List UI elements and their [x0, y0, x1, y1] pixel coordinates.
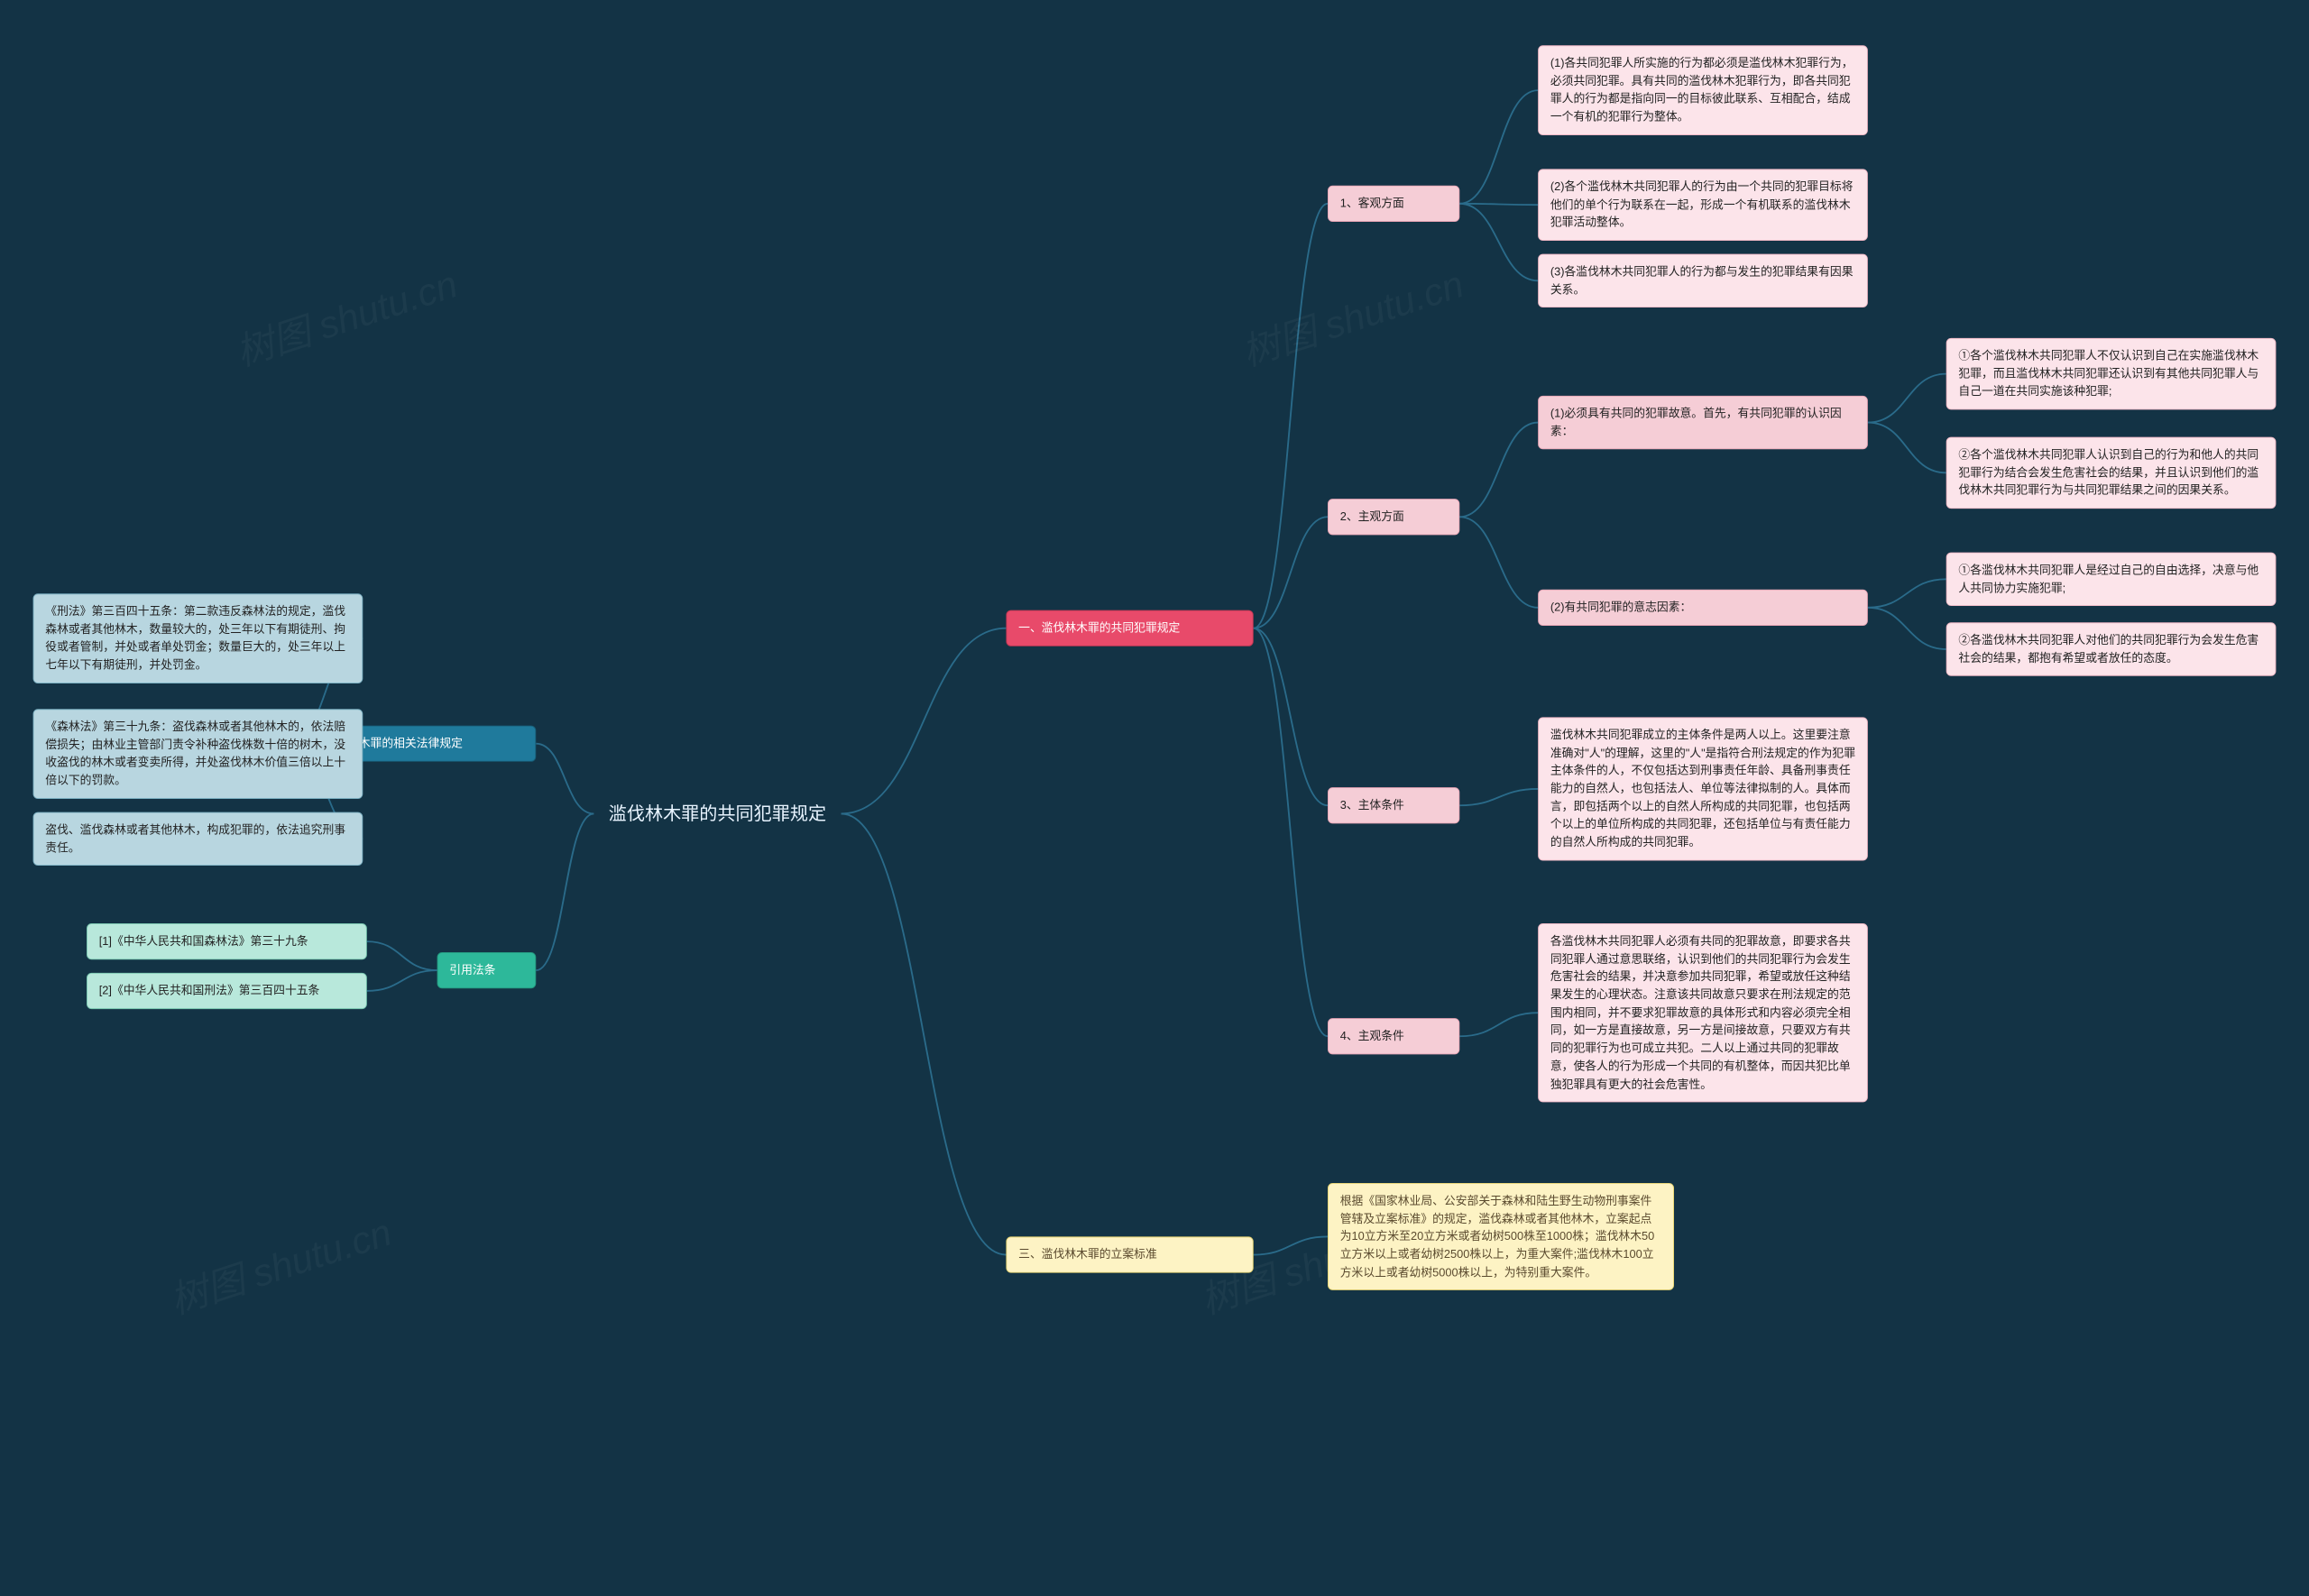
leaf-text: 各滥伐林木共同犯罪人必须有共同的犯罪故意，即要求各共同犯罪人通过意思联络，认识到… [1550, 934, 1851, 1090]
section-3-title: 三、滥伐林木罪的立案标准 [1018, 1247, 1157, 1261]
root-node: 滥伐林木罪的共同犯罪规定 [593, 792, 841, 836]
leaf-text: [1]《中华人民共和国森林法》第三十九条 [99, 934, 308, 948]
leaf-text: ①各个滥伐林木共同犯罪人不仅认识到自己在实施滥伐林木犯罪，而且滥伐林木共同犯罪还… [1958, 349, 2258, 398]
leaf-citation-1: [1]《中华人民共和国森林法》第三十九条 [87, 923, 367, 959]
sub-intent-title: (1)必须具有共同的犯罪故意。首先，有共同犯罪的认识因素： [1550, 407, 1842, 437]
leaf-text: 《森林法》第三十九条：盗伐森林或者其他林木的，依法赔偿损失；由林业主管部门责令补… [45, 720, 345, 786]
leaf-intent-1: ①各个滥伐林木共同犯罪人不仅认识到自己在实施滥伐林木犯罪，而且滥伐林木共同犯罪还… [1946, 338, 2277, 410]
leaf-text: 滥伐林木共同犯罪成立的主体条件是两人以上。这里要注意准确对"人"的理解，这里的"… [1550, 728, 1855, 848]
leaf-objective-1: (1)各共同犯罪人所实施的行为都必须是滥伐林木犯罪行为，必须共同犯罪。具有共同的… [1538, 45, 1868, 134]
leaf-text: 根据《国家林业局、公安部关于森林和陆生野生动物刑事案件管辖及立案标准》的规定，滥… [1340, 1194, 1655, 1279]
leaf-text: (2)各个滥伐林木共同犯罪人的行为由一个共同的犯罪目标将他们的单个行为联系在一起… [1550, 179, 1854, 228]
leaf-text: (3)各滥伐林木共同犯罪人的行为都与发生的犯罪结果有因果关系。 [1550, 264, 1854, 295]
branch-subjective-title: 2、主观方面 [1340, 509, 1404, 523]
branch-objective: 1、客观方面 [1328, 186, 1459, 222]
leaf-text: ②各滥伐林木共同犯罪人对他们的共同犯罪行为会发生危害社会的结果，都抱有希望或者放… [1958, 633, 2258, 664]
citations: 引用法条 [437, 952, 537, 988]
leaf-text: ②各个滥伐林木共同犯罪人认识到自己的行为和他人的共同犯罪行为结合会发生危害社会的… [1958, 447, 2258, 496]
leaf-law-2: 《森林法》第三十九条：盗伐森林或者其他林木的，依法赔偿损失；由林业主管部门责令补… [33, 709, 363, 798]
branch-subjective-condition-title: 4、主观条件 [1340, 1029, 1404, 1042]
leaf-text: [2]《中华人民共和国刑法》第三百四十五条 [99, 984, 320, 997]
leaf-subject-condition: 滥伐林木共同犯罪成立的主体条件是两人以上。这里要注意准确对"人"的理解，这里的"… [1538, 717, 1868, 860]
sub-will: (2)有共同犯罪的意志因素： [1538, 590, 1868, 626]
section-1: 一、滥伐林木罪的共同犯罪规定 [1006, 610, 1253, 647]
leaf-text: 盗伐、滥伐森林或者其他林木，构成犯罪的，依法追究刑事责任。 [45, 822, 345, 853]
leaf-will-1: ①各滥伐林木共同犯罪人是经过自己的自由选择，决意与他人共同协力实施犯罪; [1946, 553, 2277, 607]
sub-intent: (1)必须具有共同的犯罪故意。首先，有共同犯罪的认识因素： [1538, 396, 1868, 450]
section-1-title: 一、滥伐林木罪的共同犯罪规定 [1018, 620, 1180, 634]
branch-objective-title: 1、客观方面 [1340, 197, 1404, 210]
leaf-law-3: 盗伐、滥伐森林或者其他林木，构成犯罪的，依法追究刑事责任。 [33, 812, 363, 867]
leaf-will-2: ②各滥伐林木共同犯罪人对他们的共同犯罪行为会发生危害社会的结果，都抱有希望或者放… [1946, 622, 2277, 676]
leaf-citation-2: [2]《中华人民共和国刑法》第三百四十五条 [87, 973, 367, 1009]
branch-subjective: 2、主观方面 [1328, 499, 1459, 535]
leaf-text: 《刑法》第三百四十五条：第二款违反森林法的规定，滥伐森林或者其他林木，数量较大的… [45, 604, 345, 671]
root-title: 滥伐林木罪的共同犯罪规定 [609, 803, 826, 824]
watermark: 树图 shutu.cn [228, 254, 464, 377]
branch-subject-condition-title: 3、主体条件 [1340, 798, 1404, 812]
leaf-objective-3: (3)各滥伐林木共同犯罪人的行为都与发生的犯罪结果有因果关系。 [1538, 254, 1868, 308]
sub-will-title: (2)有共同犯罪的意志因素： [1550, 601, 1691, 614]
citations-title: 引用法条 [449, 963, 495, 977]
leaf-text: (1)各共同犯罪人所实施的行为都必须是滥伐林木犯罪行为，必须共同犯罪。具有共同的… [1550, 56, 1854, 123]
leaf-text: ①各滥伐林木共同犯罪人是经过自己的自由选择，决意与他人共同协力实施犯罪; [1958, 563, 2258, 593]
branch-subject-condition: 3、主体条件 [1328, 787, 1459, 823]
leaf-intent-2: ②各个滥伐林木共同犯罪人认识到自己的行为和他人的共同犯罪行为结合会发生危害社会的… [1946, 437, 2277, 509]
section-3: 三、滥伐林木罪的立案标准 [1006, 1236, 1253, 1272]
leaf-objective-2: (2)各个滥伐林木共同犯罪人的行为由一个共同的犯罪目标将他们的单个行为联系在一起… [1538, 169, 1868, 241]
watermark: 树图 shutu.cn [1234, 254, 1469, 377]
leaf-law-1: 《刑法》第三百四十五条：第二款违反森林法的规定，滥伐森林或者其他林木，数量较大的… [33, 593, 363, 683]
watermark: 树图 shutu.cn [162, 1203, 398, 1325]
leaf-filing-standard: 根据《国家林业局、公安部关于森林和陆生野生动物刑事案件管辖及立案标准》的规定，滥… [1328, 1183, 1674, 1290]
leaf-subjective-condition: 各滥伐林木共同犯罪人必须有共同的犯罪故意，即要求各共同犯罪人通过意思联络，认识到… [1538, 923, 1868, 1103]
branch-subjective-condition: 4、主观条件 [1328, 1018, 1459, 1054]
